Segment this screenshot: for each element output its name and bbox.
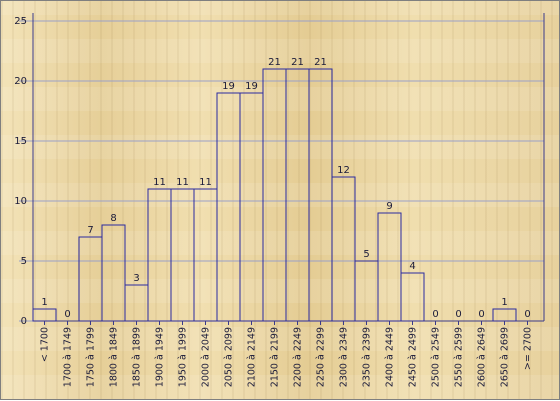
bar-value-label-19: 0	[478, 309, 484, 320]
x-tick-label-18: 2550 à 2599	[454, 327, 465, 387]
x-tick-label-16: 2450 à 2499	[408, 327, 419, 387]
bar-value-label-5: 11	[153, 177, 166, 188]
x-tick-label-2: 1750 à 1799	[86, 327, 97, 387]
bar-value-label-13: 12	[337, 165, 350, 176]
x-tick-label-10: 2150 à 2199	[270, 327, 281, 387]
y-tick-label-25: 25	[14, 16, 27, 27]
bar-value-label-21: 0	[524, 309, 530, 320]
bar-value-label-10: 21	[268, 57, 281, 68]
x-tick-label-15: 2400 à 2449	[385, 327, 396, 387]
x-tick-label-17: 2500 à 2549	[431, 327, 442, 387]
bar-value-label-4: 3	[133, 273, 139, 284]
bar-value-label-14: 5	[363, 249, 369, 260]
x-tick-label-12: 2250 à 2299	[316, 327, 327, 387]
y-tick-label-15: 15	[14, 136, 27, 147]
bar-16	[400, 272, 425, 322]
bar-10	[262, 68, 287, 322]
bar-value-label-15: 9	[386, 201, 392, 212]
x-tick-label-9: 2100 à 2149	[247, 327, 258, 387]
x-tick-label-11: 2200 à 2249	[293, 327, 304, 387]
bar-value-label-6: 11	[176, 177, 189, 188]
x-tick-label-19: 2600 à 2649	[477, 327, 488, 387]
x-tick-label-7: 2000 à 2049	[201, 327, 212, 387]
bar-value-label-11: 21	[291, 57, 304, 68]
bar-13	[331, 176, 356, 322]
bar-14	[354, 260, 379, 322]
y-tick-label-20: 20	[14, 76, 27, 87]
bar-value-label-12: 21	[314, 57, 327, 68]
bar-15	[377, 212, 402, 322]
bar-8	[216, 92, 241, 322]
bar-0	[32, 308, 57, 322]
bar-value-label-18: 0	[455, 309, 461, 320]
x-tick-label-21: >= 2700	[523, 327, 534, 370]
y-tick-label-0: 0	[21, 316, 27, 327]
bar-11	[285, 68, 310, 322]
x-tick-label-4: 1850 à 1899	[132, 327, 143, 387]
x-tick-label-5: 1900 à 1949	[155, 327, 166, 387]
bar-value-label-7: 11	[199, 177, 212, 188]
bar-2	[78, 236, 103, 322]
x-tick-label-0: < 1700	[40, 327, 51, 362]
x-tick-label-3: 1800 à 1849	[109, 327, 120, 387]
bar-value-label-20: 1	[501, 297, 507, 308]
x-tick-label-6: 1950 à 1999	[178, 327, 189, 387]
bar-3	[101, 224, 126, 322]
x-tick-label-13: 2300 à 2349	[339, 327, 350, 387]
bar-5	[147, 188, 172, 322]
bar-12	[308, 68, 333, 322]
x-tick-label-8: 2050 à 2099	[224, 327, 235, 387]
bar-value-label-2: 7	[87, 225, 93, 236]
x-tick-label-1: 1700 à 1749	[63, 327, 74, 387]
bar-value-label-0: 1	[41, 297, 47, 308]
bar-20	[492, 308, 517, 322]
x-tick-label-14: 2350 à 2399	[362, 327, 373, 387]
bar-value-label-3: 8	[110, 213, 116, 224]
bar-value-label-1: 0	[64, 309, 70, 320]
bar-value-label-9: 19	[245, 81, 258, 92]
bar-value-label-17: 0	[432, 309, 438, 320]
bar-6	[170, 188, 195, 322]
bar-9	[239, 92, 264, 322]
bar-value-label-16: 4	[409, 261, 415, 272]
bar-7	[193, 188, 218, 322]
y-tick-label-5: 5	[21, 256, 27, 267]
bar-value-label-8: 19	[222, 81, 235, 92]
y-tick-label-10: 10	[14, 196, 27, 207]
bar-4	[124, 284, 149, 322]
x-tick-label-20: 2650 à 2699	[500, 327, 511, 387]
